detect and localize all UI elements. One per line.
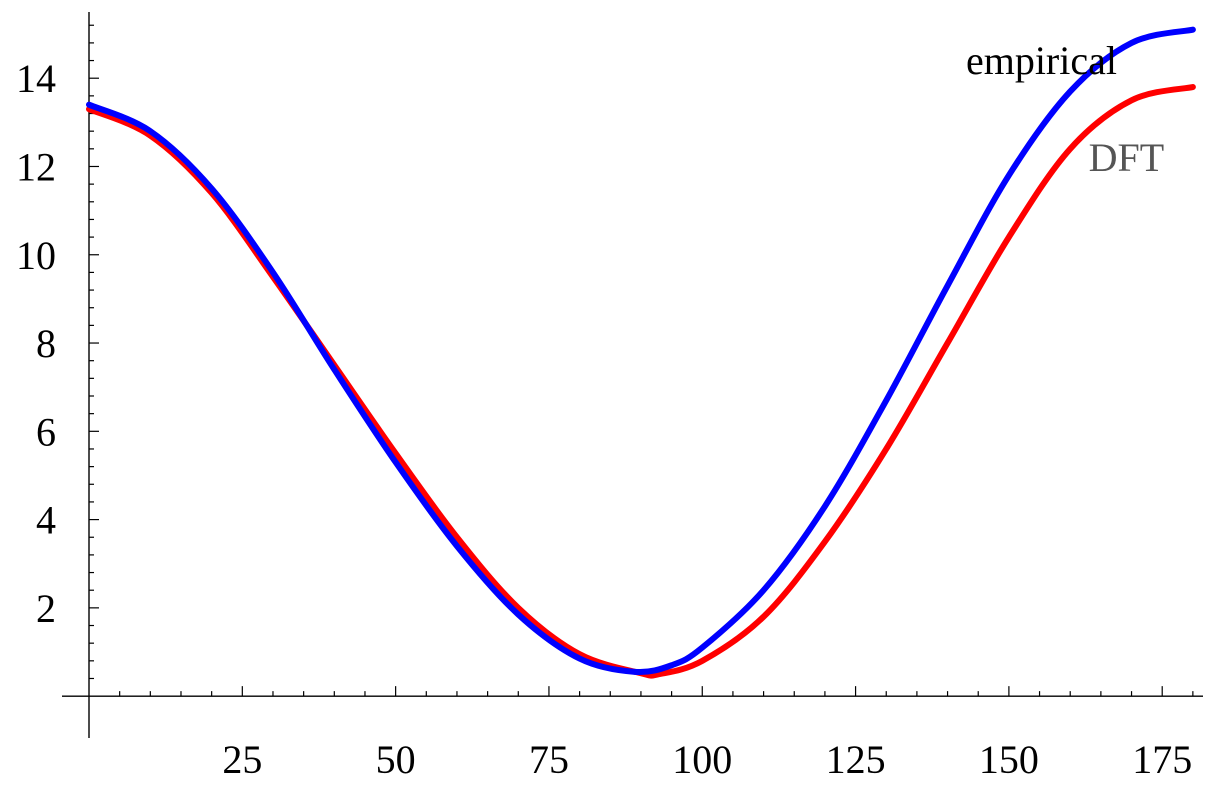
y-tick-label: 14 <box>16 56 56 101</box>
y-tick-label: 10 <box>16 233 56 278</box>
x-tick-label: 75 <box>529 737 569 782</box>
axes <box>62 12 1203 738</box>
series-line-empirical <box>86 26 1196 676</box>
y-tick-label: 4 <box>36 498 56 543</box>
x-tick-label: 100 <box>672 737 732 782</box>
x-tick-label: 175 <box>1132 737 1192 782</box>
label-empirical: empirical <box>966 38 1117 83</box>
x-tick-label: 25 <box>222 737 262 782</box>
axis-ticks <box>89 24 1194 697</box>
y-tick-label: 2 <box>36 586 56 631</box>
y-tick-label: 8 <box>36 321 56 366</box>
label-dft: DFT <box>1089 135 1165 180</box>
series-line-dft <box>86 84 1196 679</box>
series-annotations: empirical DFT <box>966 38 1164 180</box>
y-tick-label: 12 <box>16 144 56 189</box>
x-tick-label: 150 <box>979 737 1039 782</box>
x-tick-label: 50 <box>376 737 416 782</box>
tick-labels: 25 50 75 100 125 150 175 2 4 6 8 10 12 14 <box>16 56 1192 782</box>
x-tick-label: 125 <box>826 737 886 782</box>
y-tick-label: 6 <box>36 409 56 454</box>
series-group <box>86 26 1196 679</box>
